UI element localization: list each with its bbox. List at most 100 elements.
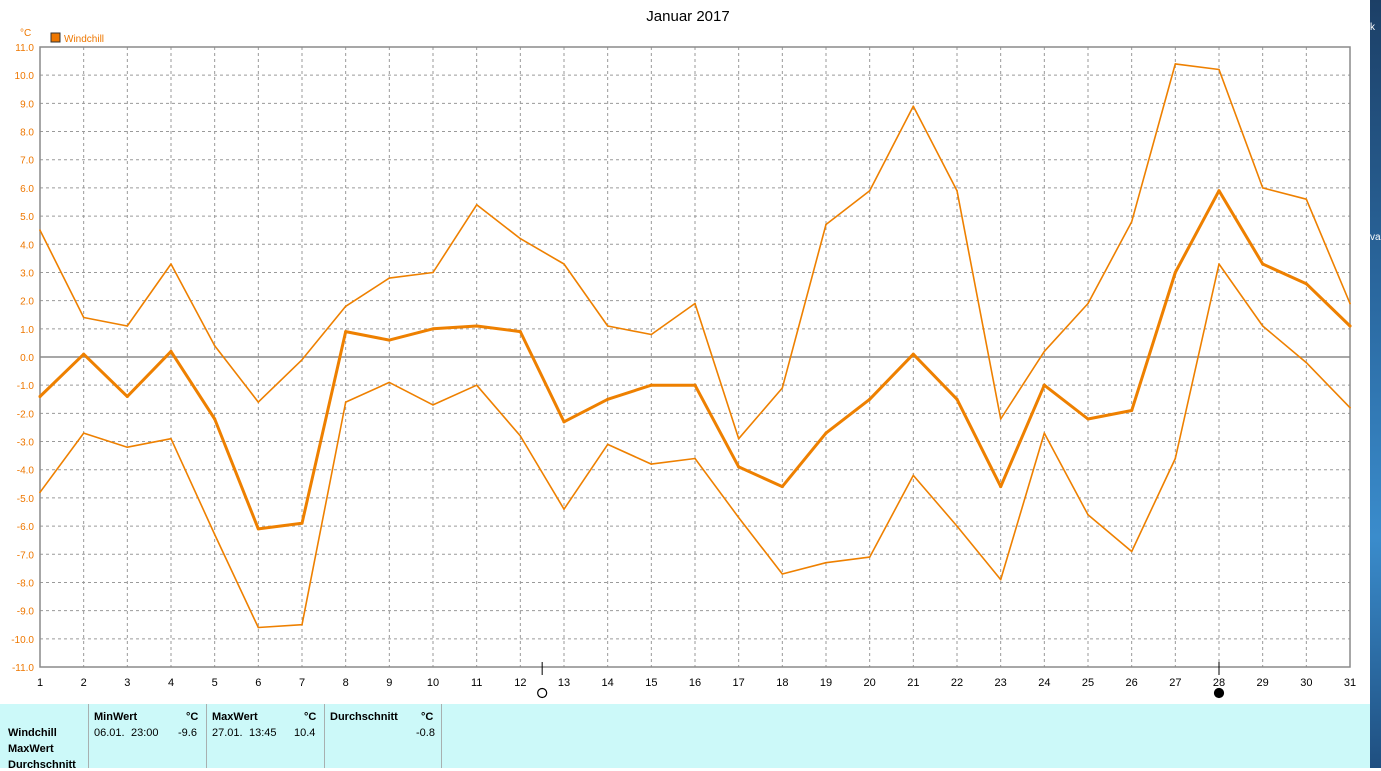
desktop-edge: k va — [1370, 0, 1381, 768]
edge-glyph-top: k — [1370, 22, 1375, 33]
avg-unit: °C — [421, 711, 434, 723]
data-point — [344, 305, 347, 308]
data-point — [1087, 514, 1089, 516]
statistics-panel: Windchill MaxWert Durchschnitt MinWert °… — [0, 704, 1370, 771]
y-tick-label: -1.0 — [17, 381, 35, 392]
data-point — [1218, 263, 1220, 265]
data-point — [911, 352, 915, 356]
chart-title: Januar 2017 — [646, 8, 729, 25]
data-point — [649, 383, 653, 387]
x-tick-label: 31 — [1344, 677, 1356, 689]
x-tick-labels: 1 2 3 4 5 6 7 8 9 10 11 12 13 14 15 16 17 18 19 20 21 22 23 24 2… — [37, 677, 1356, 689]
data-point — [82, 432, 85, 434]
y-tick-label: -3.0 — [17, 438, 35, 449]
y-tick-label: -7.0 — [17, 550, 35, 561]
data-point — [213, 533, 216, 536]
data-point — [388, 277, 391, 279]
data-point — [737, 516, 740, 519]
data-point — [257, 626, 260, 629]
x-tick-label: 2 — [81, 677, 87, 689]
data-point — [1173, 270, 1177, 274]
data-point — [1304, 282, 1308, 286]
y-tick-label: 10.0 — [15, 71, 35, 82]
data-point — [126, 446, 129, 448]
data-point — [1087, 302, 1089, 305]
data-point — [606, 397, 610, 401]
data-point — [694, 457, 696, 460]
data-point — [344, 401, 347, 403]
data-point — [300, 521, 304, 525]
data-point — [1130, 409, 1134, 413]
x-tick-label: 9 — [386, 677, 392, 689]
data-point — [1217, 189, 1221, 193]
x-tick-label: 15 — [645, 677, 657, 689]
y-tick-label: 2.0 — [20, 297, 34, 308]
data-point — [780, 485, 784, 489]
data-point — [999, 578, 1002, 581]
stats-separator — [88, 704, 89, 768]
min-unit: °C — [186, 711, 199, 723]
data-point — [38, 394, 42, 398]
data-point — [519, 435, 522, 437]
data-point — [475, 324, 479, 328]
min-value: -9.6 — [178, 727, 197, 739]
x-tick-label: 25 — [1082, 677, 1094, 689]
y-tick-label: 9.0 — [20, 99, 34, 110]
data-point — [694, 302, 696, 305]
x-tick-label: 7 — [299, 677, 305, 689]
data-point — [1261, 325, 1264, 327]
data-point — [39, 491, 41, 494]
data-point — [955, 397, 959, 401]
max-time: 13:45 — [249, 727, 277, 739]
data-point — [256, 527, 260, 531]
x-tick-label: 12 — [514, 677, 526, 689]
data-point — [432, 271, 434, 274]
max-date: 27.01. — [212, 727, 243, 739]
data-point — [999, 485, 1003, 489]
x-tick-label: 23 — [995, 677, 1007, 689]
y-tick-label: 8.0 — [20, 128, 34, 139]
data-point — [824, 431, 828, 435]
data-point — [650, 463, 653, 465]
data-point — [39, 229, 41, 231]
data-point — [693, 383, 697, 387]
data-point — [1174, 63, 1177, 65]
data-point — [1349, 302, 1351, 305]
data-point — [170, 437, 172, 440]
data-point — [912, 105, 915, 107]
x-tick-label: 24 — [1038, 677, 1050, 689]
stats-row-label-windchill: Windchill — [8, 727, 57, 739]
data-point — [169, 349, 173, 353]
stats-separator — [441, 704, 442, 768]
data-point — [868, 397, 872, 401]
new-moon-icon — [1213, 687, 1225, 699]
min-time: 23:00 — [131, 727, 159, 739]
y-tick-label: -4.0 — [17, 466, 35, 477]
x-tick-label: 8 — [343, 677, 349, 689]
data-point — [1130, 220, 1133, 223]
y-tick-label: -2.0 — [17, 409, 35, 420]
data-point — [781, 573, 784, 575]
data-point — [518, 330, 522, 334]
x-tick-label: 4 — [168, 677, 174, 689]
y-tick-label: 4.0 — [20, 240, 34, 251]
y-tick-label: 5.0 — [20, 212, 34, 223]
x-tick-label: 30 — [1300, 677, 1312, 689]
x-tick-label: 1 — [37, 677, 43, 689]
data-point — [1218, 68, 1220, 71]
data-point — [213, 417, 217, 421]
data-point — [1043, 350, 1046, 353]
data-point — [825, 223, 827, 226]
x-tick-label: 16 — [689, 677, 701, 689]
y-tick-label: -5.0 — [17, 494, 35, 505]
x-tick-label: 5 — [212, 677, 218, 689]
data-point — [1174, 457, 1177, 460]
data-point — [1130, 550, 1133, 553]
data-point — [301, 359, 303, 361]
x-tick-label: 26 — [1126, 677, 1138, 689]
max-unit: °C — [304, 711, 317, 723]
avg-header: Durchschnitt — [330, 711, 398, 723]
stats-row-label-durchschnitt: Durchschnitt — [8, 759, 76, 771]
moon-markers — [537, 662, 1225, 699]
data-point — [125, 394, 129, 398]
